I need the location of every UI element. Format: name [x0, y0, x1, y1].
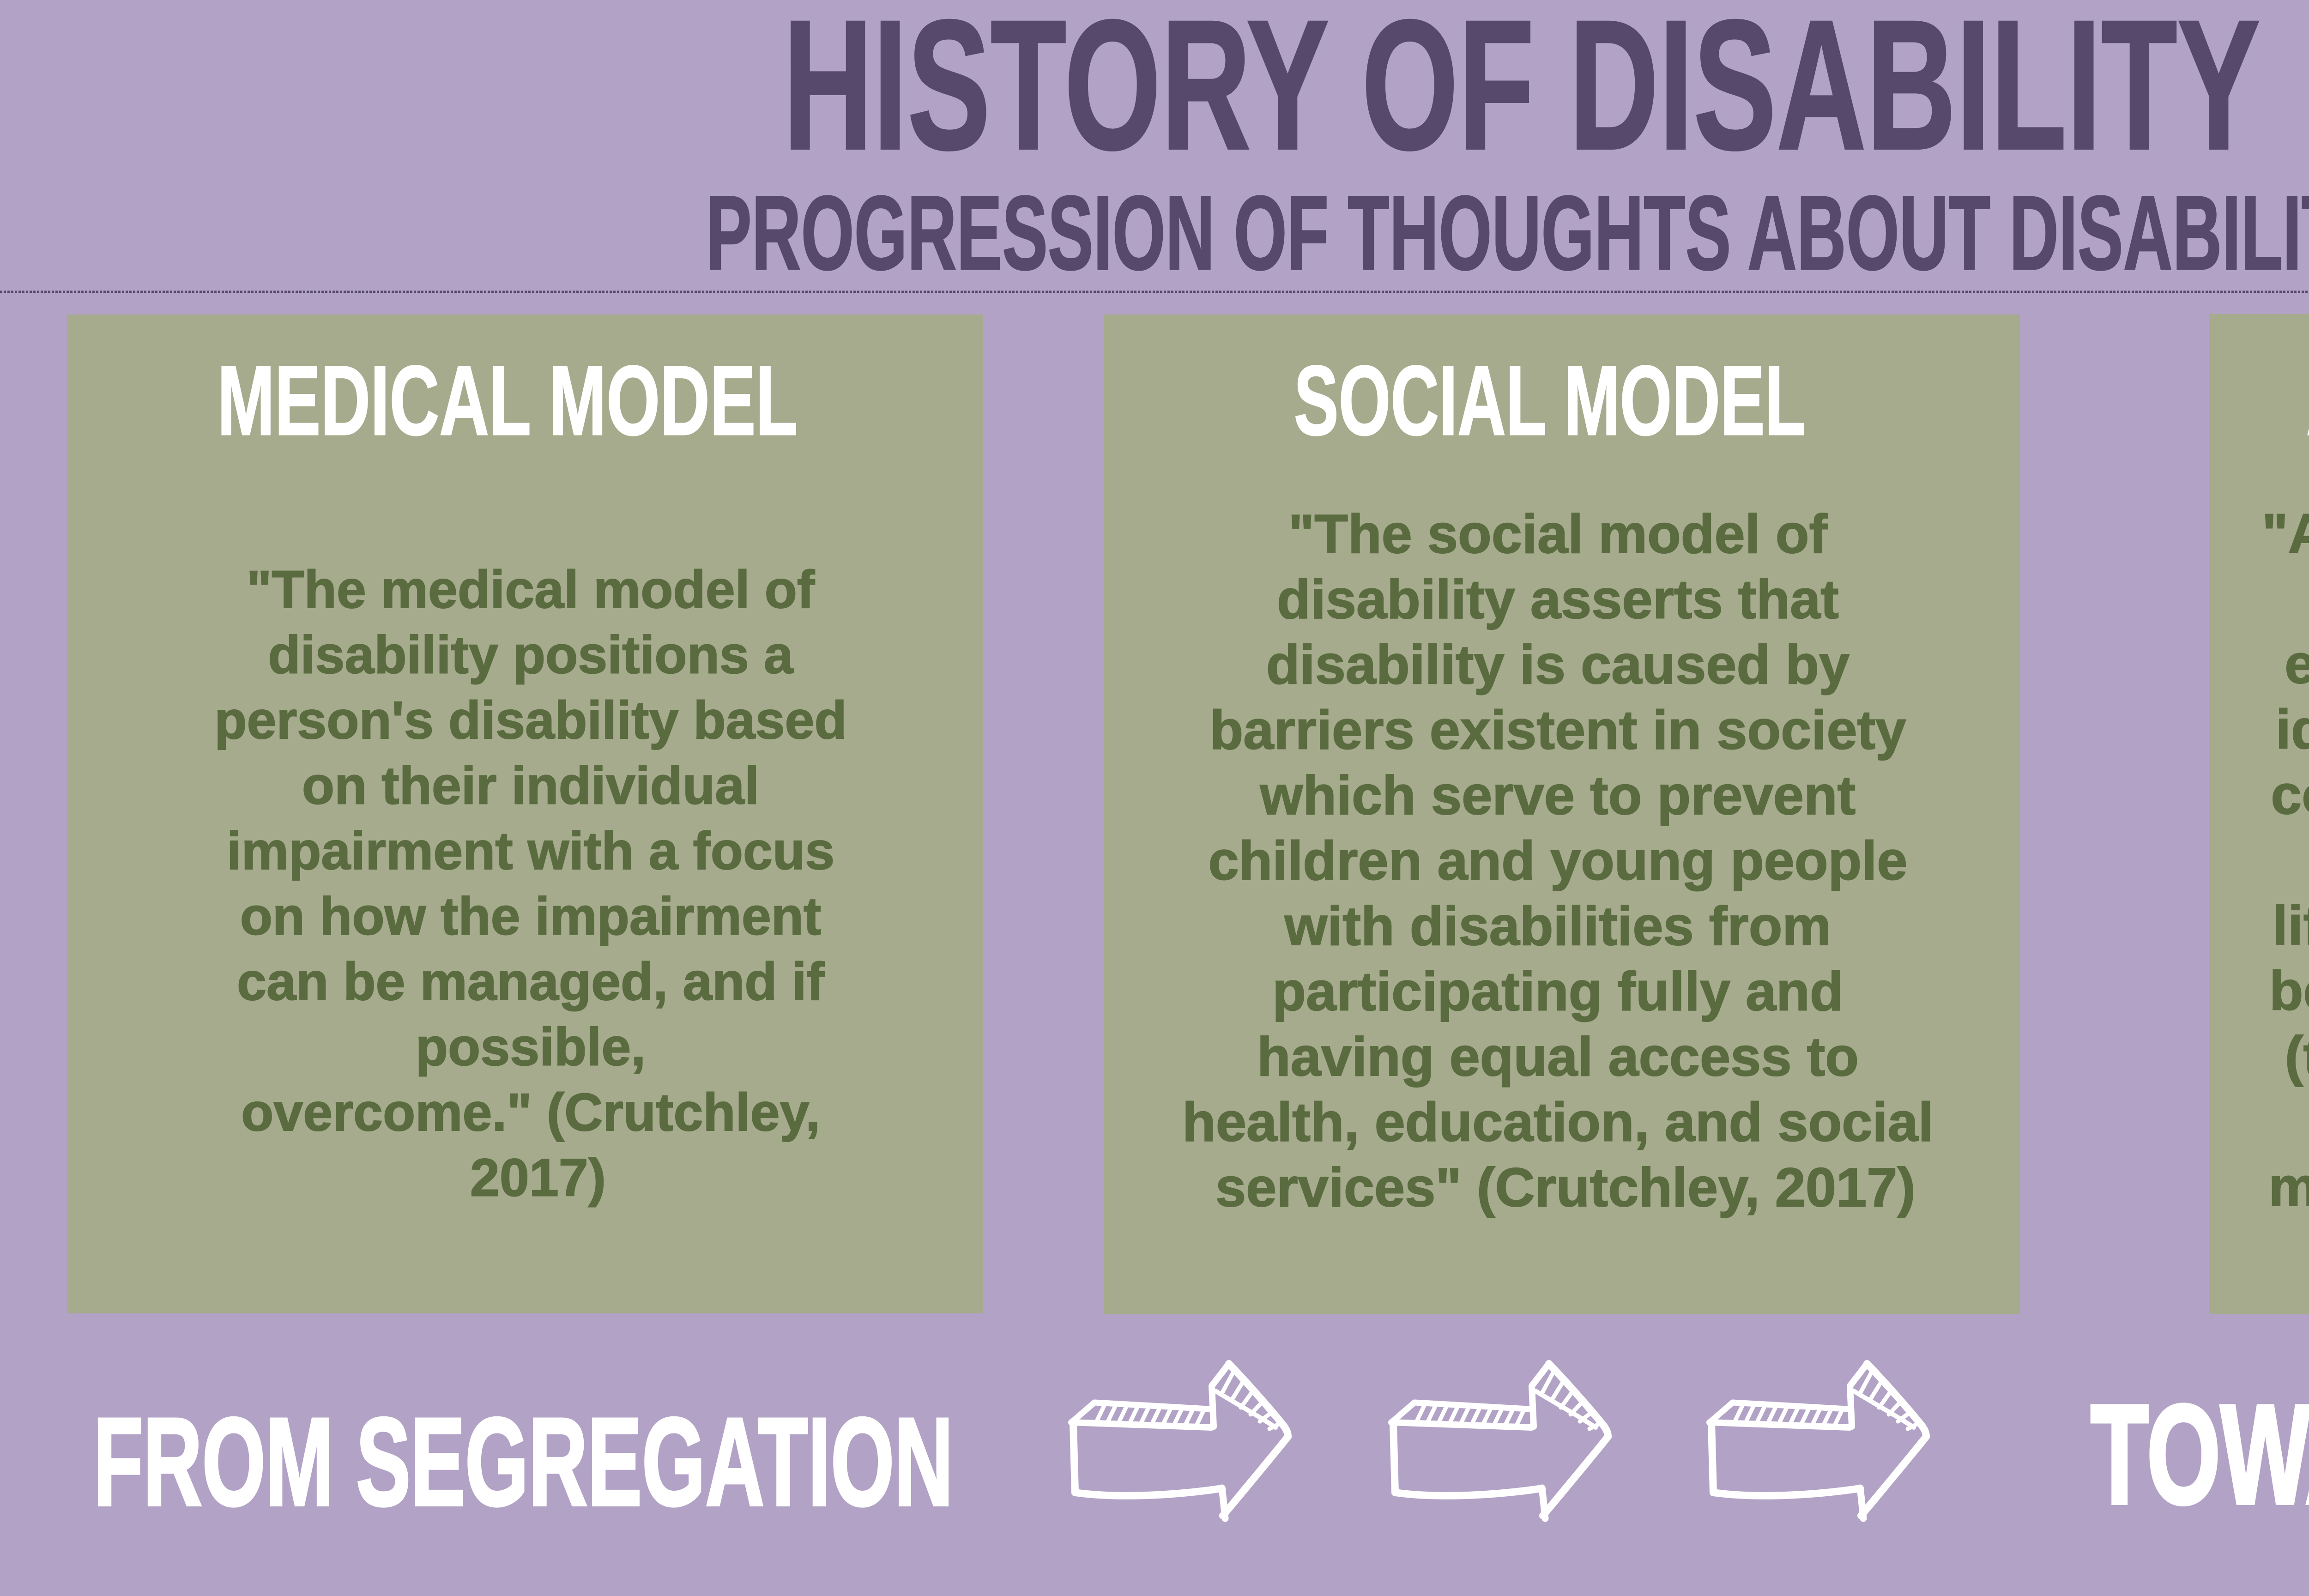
- svg-text:"The medical model of disabili: "The medical model of disability positio…: [214, 560, 861, 1208]
- svg-text:AFFIRMATION MODEL: AFFIRMATION MODEL: [2306, 345, 2309, 456]
- svg-text:SOCIAL MODEL: SOCIAL MODEL: [1294, 345, 1806, 456]
- svg-text:MEDICAL MODEL: MEDICAL MODEL: [218, 345, 798, 456]
- svg-text:FROM SEGREGATION: FROM SEGREGATION: [93, 1392, 953, 1532]
- svg-text:TOWARDS INCLUSION: TOWARDS INCLUSION: [2091, 1375, 2309, 1533]
- svg-text:PROGRESSION OF THOUGHTS ABOUT: PROGRESSION OF THOUGHTS ABOUT DISABILITY: [706, 175, 2309, 292]
- svg-text:"The social model of disabilit: "The social model of disability asserts …: [1182, 503, 1949, 1218]
- svg-text:"A non-tragic view of disabili: "A non-tragic view of disability and imp…: [2262, 502, 2309, 1218]
- svg-text:HISTORY OF DISABILITY: HISTORY OF DISABILITY: [783, 0, 2261, 188]
